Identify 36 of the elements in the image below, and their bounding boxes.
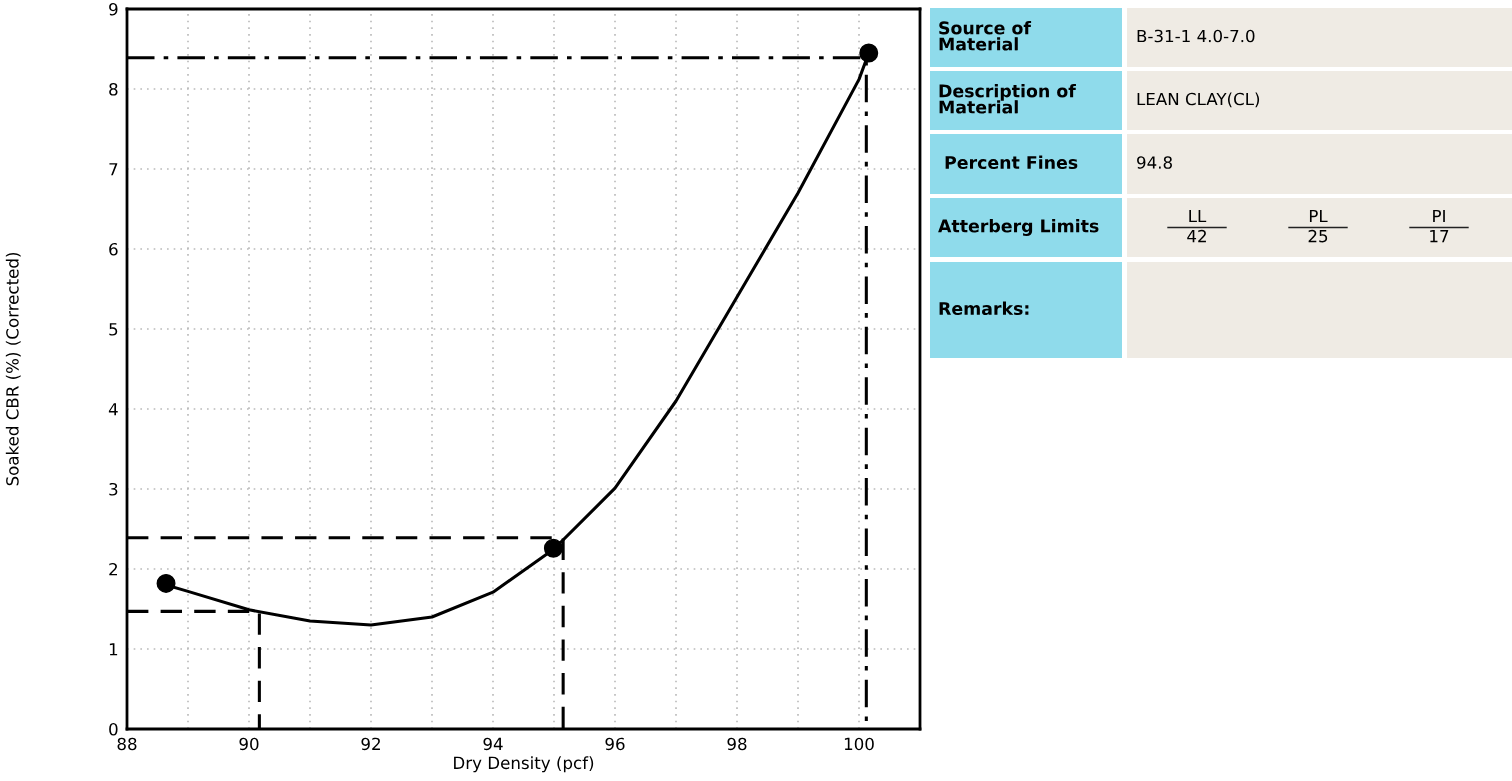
category-label: Atterberg Limits [938,219,1099,236]
x-tick-label: 88 [117,737,137,751]
y-tick-label: 7 [109,163,118,176]
x-tick-label: 96 [605,737,625,751]
text: LEAN CLAY(CL) [1137,92,1260,108]
y-tick-label: 8 [109,82,118,96]
category-label: Percent Fines [945,155,1078,170]
y-axis-title: Soaked CBR (%) (Corrected) [5,252,21,486]
category-label: Description of Material [939,84,1076,114]
category-label: Source of Material [939,21,1032,51]
point [543,538,563,558]
x-tick-label: 98 [727,737,747,751]
text: 94.8 [1137,156,1172,169]
x-tick-label: 94 [483,737,503,751]
y-tick-label: 3 [109,482,118,496]
x-axis-title: Dry Density (pcf) [454,756,594,773]
text: LL [1189,209,1207,223]
text: 42 [1187,229,1206,243]
y-tick-label: 1 [109,643,118,656]
x-tick-label: 92 [361,737,380,751]
point [859,43,879,63]
y-tick-label: 5 [109,323,118,336]
y-tick-label: 6 [109,242,118,256]
y-tick-label: 4 [108,403,118,416]
point [156,573,176,593]
text: PL [1309,209,1328,223]
y-tick-label: 9 [109,2,118,16]
text: 17 [1430,230,1449,243]
text: 25 [1308,229,1328,243]
y-tick-label: 0 [109,722,118,736]
category-label: Remarks: [939,301,1029,316]
text: PI [1433,209,1445,223]
x-tick-label: 100 [844,737,874,751]
y-tick-label: 2 [109,562,117,576]
text: B-31-1 4.0-7.0 [1137,29,1255,43]
x-tick-label: 90 [239,737,259,751]
